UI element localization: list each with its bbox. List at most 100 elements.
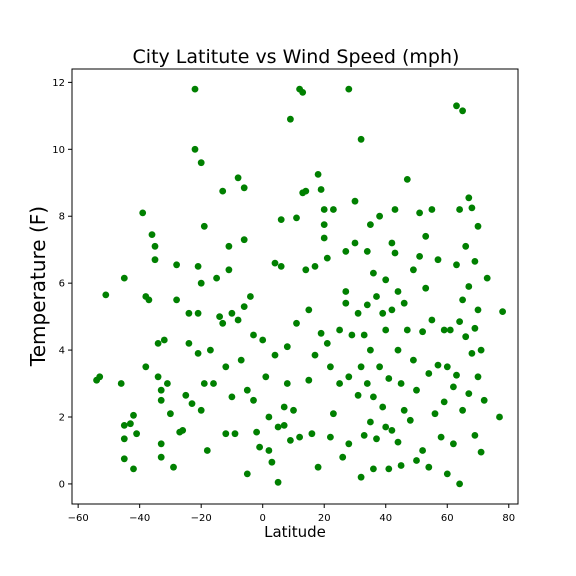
data-point [434,361,442,369]
data-point [142,363,150,371]
data-point [191,145,199,153]
data-point [222,363,230,371]
data-point [394,438,402,446]
data-point [283,343,291,351]
data-point [167,410,174,418]
data-point [474,373,482,381]
data-point [394,288,402,295]
data-point [200,222,208,230]
data-point [465,283,473,290]
data-point [293,319,300,327]
data-point [120,435,128,443]
data-point [382,276,390,284]
data-point [170,463,177,471]
data-point [345,440,353,448]
data-point [262,373,270,381]
x-tick-label: 20 [318,513,331,524]
data-point [336,326,343,334]
data-point [468,204,476,212]
data-point [453,261,460,269]
data-point [228,309,236,317]
data-point [403,176,411,183]
data-point [305,376,313,384]
data-point [351,197,359,205]
data-point [483,274,491,282]
data-point [185,340,193,347]
data-point [462,333,470,341]
data-point [151,256,159,264]
data-point [120,422,128,429]
data-point [302,187,310,195]
data-point [130,411,137,419]
data-point [403,326,411,334]
data-point [314,171,322,178]
data-point [496,413,503,421]
data-point [370,465,377,473]
x-tick-label: 80 [502,513,515,524]
data-point [376,212,383,220]
data-point [268,458,276,466]
data-point [130,465,137,473]
data-point [311,351,319,359]
data-point [422,284,430,292]
data-point [207,346,214,354]
data-point [197,279,205,287]
data-point [271,351,279,359]
data-point [391,206,399,213]
data-point [250,331,257,339]
data-point [194,350,202,357]
data-point [164,380,171,387]
data-point [416,209,423,217]
data-point [308,430,316,438]
data-point [376,363,383,371]
data-point [197,406,205,414]
data-point [327,363,334,371]
data-point [327,433,334,441]
data-point [471,258,479,265]
data-point [367,221,374,229]
data-point [240,184,248,192]
data-point [453,371,460,379]
y-tick-label: 6 [59,279,65,290]
data-point [342,248,350,255]
data-point [320,234,328,242]
data-point [320,221,328,229]
data-point [154,340,162,347]
data-point [357,363,365,371]
data-point [154,373,162,381]
data-point [453,102,460,110]
data-point [179,427,187,434]
y-tick-label: 8 [59,212,65,223]
data-point [363,248,371,255]
data-point [357,135,365,143]
data-point [410,266,417,274]
data-point [480,396,488,404]
data-point [120,274,128,282]
data-point [397,462,405,469]
y-tick-label: 12 [52,78,65,89]
data-point [151,242,159,250]
data-point [330,410,337,418]
data-point [240,236,248,244]
data-point [354,391,362,399]
plot-area-frame [71,68,519,505]
y-tick-label: 2 [59,413,65,424]
data-point [388,239,396,247]
data-point [440,326,448,334]
data-point [160,336,168,344]
y-axis-label: Temperature (F) [26,206,50,367]
data-point [256,443,263,451]
data-point [348,331,356,339]
data-point [357,473,365,481]
data-point [385,465,393,473]
data-point [446,326,454,334]
data-point [173,296,181,304]
data-point [191,85,199,93]
data-point [410,356,417,364]
data-point [499,308,506,315]
data-point [185,309,193,317]
data-point [370,393,377,401]
data-point [428,316,436,324]
data-point [379,403,387,411]
